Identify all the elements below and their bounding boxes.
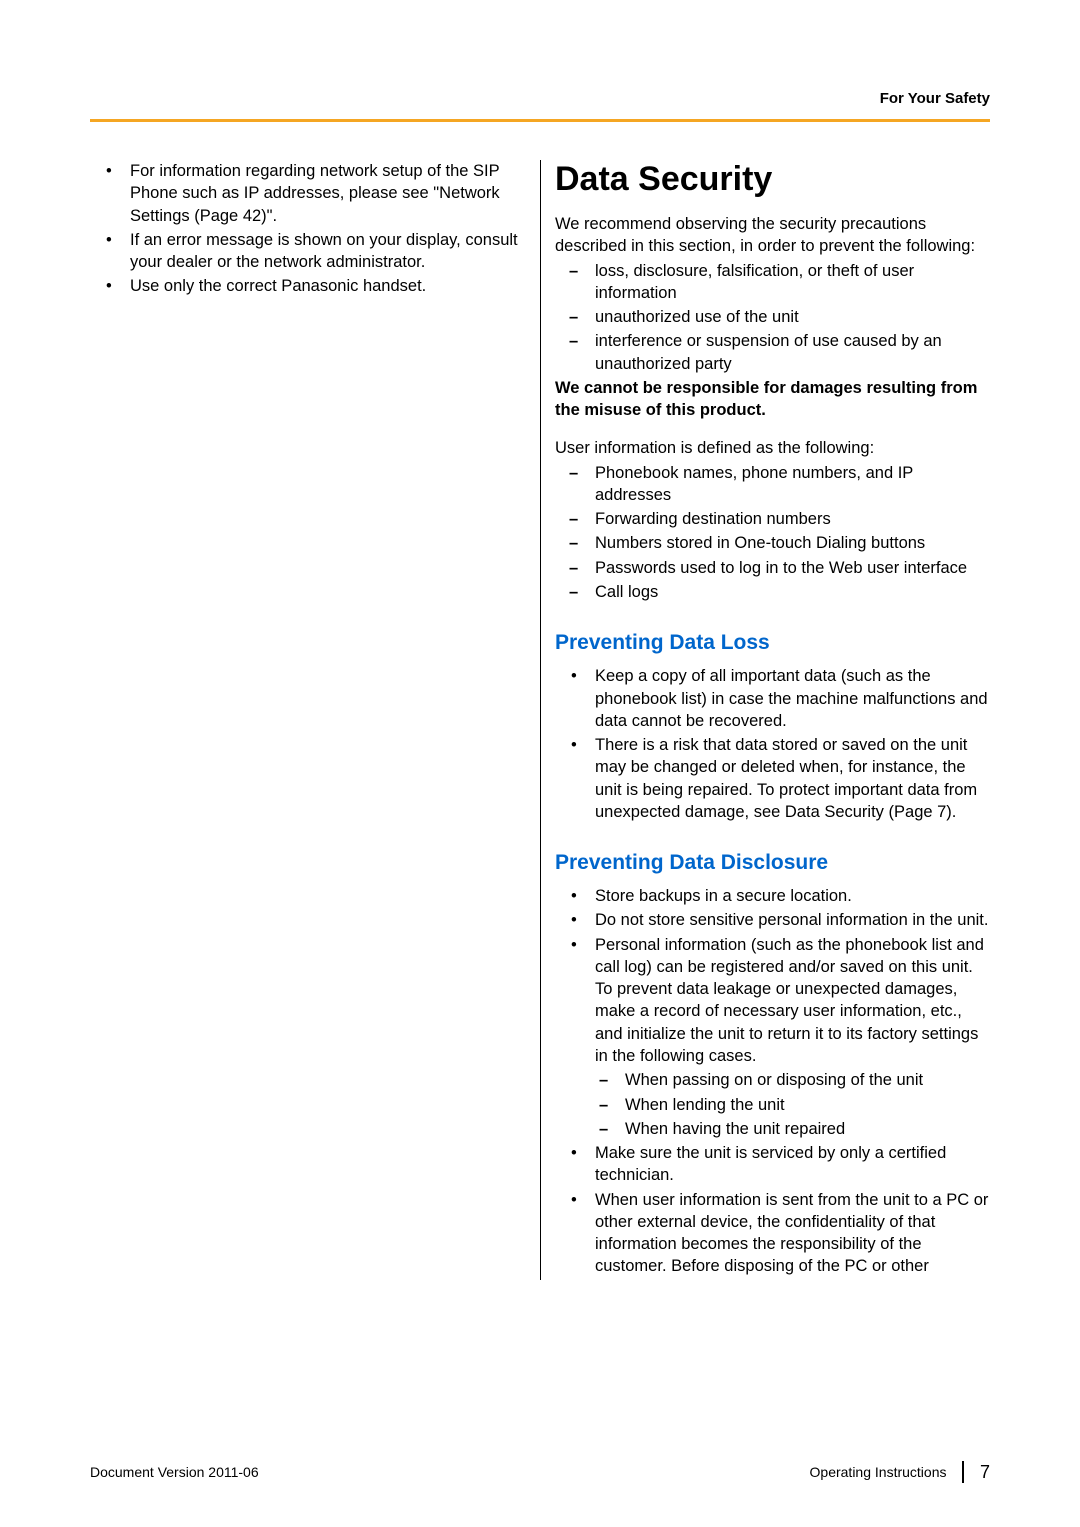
right-column: Data Security We recommend observing the… [540,160,990,1280]
header-rule [90,119,990,122]
list-item: There is a risk that data stored or save… [555,734,990,823]
list-item: Make sure the unit is serviced by only a… [555,1142,990,1187]
list-item: Personal information (such as the phoneb… [555,934,990,1068]
list-item: Forwarding destination numbers [555,508,990,530]
page-footer: Document Version 2011-06 Operating Instr… [90,1461,990,1483]
sections-container: Preventing Data Loss Keep a copy of all i… [555,631,990,1277]
list-item: When lending the unit [555,1094,990,1116]
list-item: Keep a copy of all important data (such … [555,665,990,732]
list-item: When having the unit repaired [555,1118,990,1140]
footer-page-number: 7 [980,1462,990,1483]
page-container: For Your Safety For information regardin… [0,0,1080,1527]
nested-dash-list: When passing on or disposing of the unit… [555,1069,990,1140]
list-item: Do not store sensitive personal informat… [555,909,990,931]
left-column: For information regarding network setup … [90,160,540,1280]
left-bullet-list: For information regarding network setup … [90,160,526,298]
list-item: When passing on or disposing of the unit [555,1069,990,1091]
list-item: Passwords used to log in to the Web user… [555,557,990,579]
list-item: Use only the correct Panasonic handset. [90,275,526,297]
intro-paragraph: We recommend observing the security prec… [555,213,990,258]
userinfo-dash-list: Phonebook names, phone numbers, and IP a… [555,462,990,604]
list-item: unauthorized use of the unit [555,306,990,328]
footer-doc-version: Document Version 2011-06 [90,1464,259,1480]
list-item: If an error message is shown on your dis… [90,229,526,274]
footer-doc-title: Operating Instructions [810,1464,947,1480]
userinfo-intro: User information is defined as the follo… [555,437,990,459]
list-item: Call logs [555,581,990,603]
subsection-bullet-list: Keep a copy of all important data (such … [555,665,990,823]
header-section-label: For Your Safety [90,90,990,119]
subsection-bullet-list: Store backups in a secure location.Do no… [555,885,990,1278]
list-item: Store backups in a secure location. [555,885,990,907]
subsection-heading: Preventing Data Disclosure [555,851,990,875]
list-item: When user information is sent from the u… [555,1189,990,1278]
footer-divider [962,1461,964,1483]
footer-right-group: Operating Instructions 7 [810,1461,990,1483]
two-column-layout: For information regarding network setup … [90,160,990,1280]
list-item: interference or suspension of use caused… [555,330,990,375]
precaution-dash-list: loss, disclosure, falsification, or thef… [555,260,990,375]
main-heading: Data Security [555,160,990,199]
list-item: Phonebook names, phone numbers, and IP a… [555,462,990,507]
spacer [555,423,990,437]
list-item: Numbers stored in One-touch Dialing butt… [555,532,990,554]
subsection-heading: Preventing Data Loss [555,631,990,655]
disclaimer-text: We cannot be responsible for damages res… [555,377,990,422]
list-item: loss, disclosure, falsification, or thef… [555,260,990,305]
list-item: For information regarding network setup … [90,160,526,227]
